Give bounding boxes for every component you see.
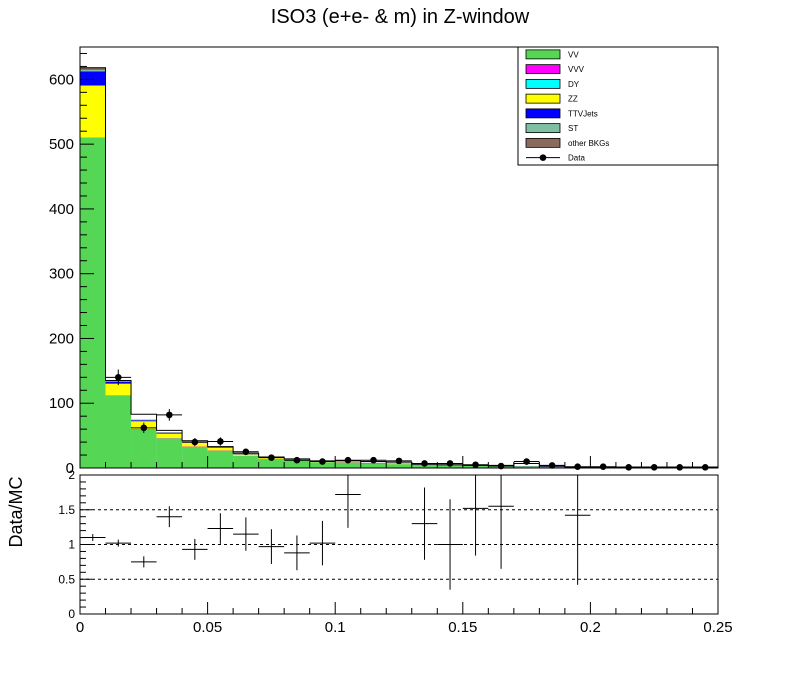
bar xyxy=(156,438,183,468)
ratio-plot-panel: 0 0.5 1 1.5 2 0 0.05 0.1 0.15 0.2 0.25 xyxy=(58,468,732,636)
bar xyxy=(80,137,106,468)
bar xyxy=(360,463,387,468)
legend-swatch xyxy=(525,137,561,148)
ratio-y-tick-label: 1.5 xyxy=(58,503,75,517)
x-tick-label: 0.05 xyxy=(193,619,222,636)
bar xyxy=(513,466,540,468)
legend-label: DY xyxy=(568,80,580,89)
x-tick-label: 0.15 xyxy=(448,619,477,636)
legend-swatch xyxy=(525,64,561,75)
bar xyxy=(284,460,310,468)
bar xyxy=(309,462,336,468)
legend-label: TTVJets xyxy=(568,109,598,118)
y-tick-label: 600 xyxy=(49,71,74,88)
y-axis: 0 100 200 300 400 500 600 xyxy=(49,52,94,477)
bar xyxy=(207,447,234,448)
data-point xyxy=(370,456,377,464)
x-tick-label: 0 xyxy=(76,619,84,636)
legend-label: ZZ xyxy=(568,95,578,104)
legend-swatch xyxy=(525,108,561,119)
data-point xyxy=(395,457,403,465)
ratio-y-tick-label: 0 xyxy=(68,607,75,621)
legend-label: Data xyxy=(568,154,585,163)
data-point xyxy=(676,464,684,471)
bar xyxy=(233,455,259,468)
bar xyxy=(131,429,157,468)
main-frame xyxy=(79,46,719,469)
bar xyxy=(105,383,132,396)
data-point xyxy=(625,464,632,471)
data-point xyxy=(217,438,224,445)
data-point xyxy=(191,438,199,446)
y-tick-label: 400 xyxy=(49,201,74,218)
main-plot-panel: 0 100 200 300 400 500 600 xyxy=(49,46,719,477)
chart-title: ISO3 (e+e- & m) in Z-window xyxy=(271,6,530,28)
data-point xyxy=(242,448,250,456)
ratio-y-tick-label: 0.5 xyxy=(58,572,75,586)
data-point xyxy=(446,460,454,467)
y-tick-label: 500 xyxy=(49,136,74,153)
bar xyxy=(131,420,157,422)
data-point xyxy=(140,424,148,432)
x-axis: 0 0.05 0.1 0.15 0.2 0.25 xyxy=(76,602,733,636)
data-point xyxy=(650,464,658,471)
legend-swatch xyxy=(525,49,561,60)
legend-label: other BKGs xyxy=(568,139,609,148)
bar xyxy=(80,67,106,70)
data-point xyxy=(344,456,352,464)
data-point xyxy=(472,461,479,469)
legend-swatch xyxy=(525,78,561,89)
bar xyxy=(80,69,106,72)
data-point xyxy=(599,463,607,471)
data-point xyxy=(166,411,173,419)
bar xyxy=(207,447,234,451)
y-tick-label: 0 xyxy=(66,460,74,477)
ratio-y-axis: 0 0.5 1 1.5 2 xyxy=(58,468,92,621)
x-tick-label: 0.25 xyxy=(703,619,732,636)
data-point xyxy=(114,374,122,381)
legend-label: ST xyxy=(568,124,578,133)
data-point xyxy=(548,462,556,469)
x-tick-label: 0.1 xyxy=(325,619,346,636)
data-point xyxy=(268,454,275,461)
bar xyxy=(386,464,412,468)
legend-label: VVV xyxy=(568,65,585,74)
data-point xyxy=(701,464,709,471)
y-tick-label: 300 xyxy=(49,266,74,283)
legend-swatch xyxy=(525,93,561,104)
x-tick-label: 0.2 xyxy=(580,619,601,636)
bar xyxy=(156,433,183,439)
bar xyxy=(207,450,234,468)
data-point xyxy=(319,458,326,465)
data-point xyxy=(523,458,530,465)
bar xyxy=(105,395,132,468)
bar xyxy=(335,462,361,468)
y-tick-label: 200 xyxy=(49,330,74,347)
legend-swatch xyxy=(525,123,561,134)
ratio-y-axis-label: Data/MC xyxy=(6,476,26,547)
data-point xyxy=(293,456,301,464)
x-axis-main xyxy=(79,456,719,468)
ratio-y-tick-label: 2 xyxy=(68,468,75,482)
legend-data-marker xyxy=(539,154,547,161)
legend-label: VV xyxy=(568,50,579,59)
bar xyxy=(258,458,285,468)
bar xyxy=(182,446,208,468)
bar xyxy=(156,432,183,434)
bar xyxy=(80,85,106,138)
data-point xyxy=(574,463,581,471)
ratio-points xyxy=(80,475,591,590)
series-vv xyxy=(80,137,718,468)
y-tick-label: 100 xyxy=(49,395,74,412)
ratio-y-tick-label: 1 xyxy=(68,538,75,552)
bar xyxy=(80,71,106,86)
data-point xyxy=(421,460,428,467)
